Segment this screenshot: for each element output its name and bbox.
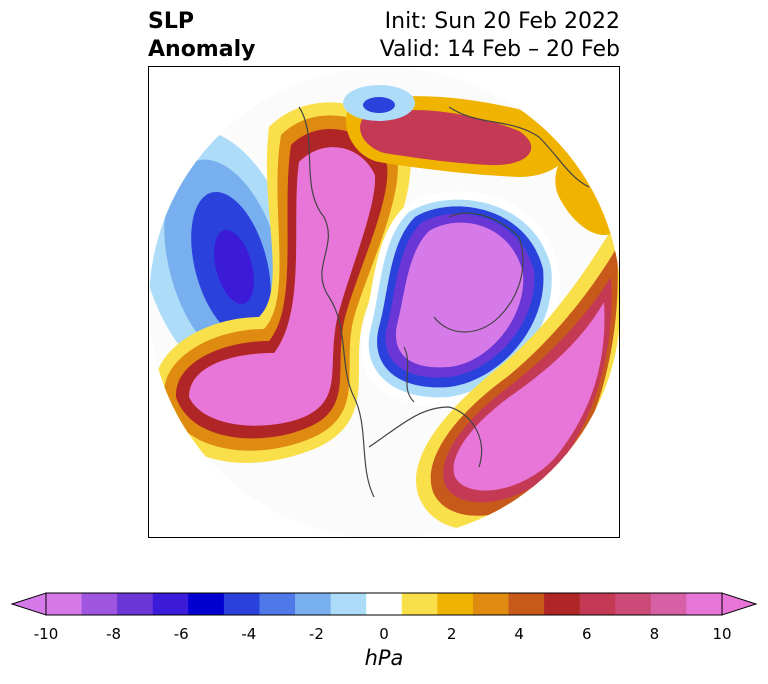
colorbar-segment: [508, 593, 545, 615]
colorbar-segment: [223, 593, 260, 615]
colorbar-tick-label: -4: [241, 625, 257, 643]
title-line-1: SLP: [148, 9, 194, 34]
slp-anomaly-map: [149, 67, 619, 537]
init-date: Init: Sun 20 Feb 2022: [384, 9, 620, 34]
western-high-region: [153, 102, 411, 463]
colorbar-segment: [295, 593, 332, 615]
colorbar-segment: [472, 593, 510, 615]
colorbar-segment: [117, 593, 154, 615]
colorbar-segment: [366, 593, 403, 615]
colorbar-tick-label: 6: [582, 625, 592, 643]
valid-range: Valid: 14 Feb – 20 Feb: [379, 37, 620, 62]
colorbar-segment: [615, 593, 652, 615]
colorbar-segment: [401, 593, 438, 615]
map-title: SLP Anomaly: [148, 8, 255, 64]
colorbar-segment: [686, 593, 723, 615]
colorbar-units: hPa: [364, 646, 404, 670]
colorbar-tick-label: 2: [446, 625, 457, 643]
colorbar-tick-label: 10: [712, 625, 732, 643]
colorbar-segment: [330, 593, 367, 615]
title-line-2: Anomaly: [148, 37, 256, 62]
colorbar-segment: [46, 593, 83, 615]
colorbar-segment: [152, 593, 189, 615]
colorbar-segment: [259, 593, 296, 615]
colorbar-segment: [81, 593, 118, 615]
colorbar-segment: [544, 593, 581, 615]
northern-ridge-region: [343, 85, 571, 177]
map-panel: [148, 66, 620, 538]
colorbar: [10, 592, 758, 616]
date-info: Init: Sun 20 Feb 2022 Valid: 14 Feb – 20…: [380, 8, 620, 64]
colorbar-tick-label: 4: [514, 625, 524, 643]
colorbar-over-arrow: [721, 592, 758, 616]
colorbar-tick-label: -2: [308, 625, 324, 643]
colorbar-tick-label: 8: [649, 625, 660, 643]
coastlines: [298, 106, 590, 498]
colorbar-segment: [437, 593, 474, 615]
colorbar-tick-label: -10: [33, 625, 59, 643]
colorbar-tick-label: -6: [173, 625, 189, 643]
colorbar-segment: [188, 593, 225, 615]
colorbar-under-arrow: [10, 592, 47, 616]
colorbar-segment: [650, 593, 687, 615]
arctic-low-region: [360, 191, 561, 408]
colorbar-segment: [579, 593, 616, 615]
colorbar-tick-label: 0: [379, 625, 389, 643]
colorbar-tick-label: -8: [106, 625, 122, 643]
colorbar-border: [45, 592, 723, 616]
